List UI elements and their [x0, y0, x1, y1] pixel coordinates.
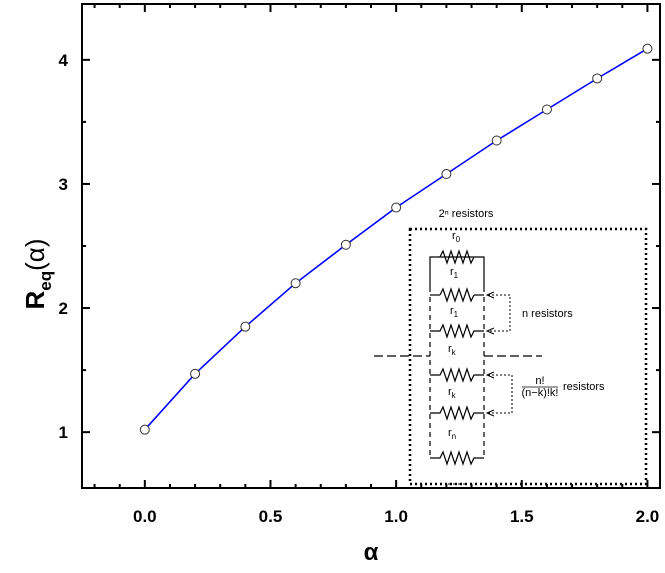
x-tick-label: 1.5 — [510, 507, 534, 526]
arrow-head — [485, 327, 495, 335]
data-point — [441, 169, 452, 180]
binom-denominator: (n−k)!k! — [522, 387, 559, 399]
y-axis-title: Req(α) — [20, 239, 55, 310]
y-tick-label: 2 — [59, 299, 68, 318]
y-tick-label: 1 — [59, 423, 68, 442]
data-point — [139, 424, 150, 435]
resistor-r1-b — [430, 323, 484, 339]
data-point — [541, 104, 552, 115]
n-resistors-bracket — [488, 294, 511, 332]
binom-resistors-label: resistors — [563, 381, 605, 393]
x-tick-label: 0.5 — [259, 507, 283, 526]
label-rk-a: rk — [448, 343, 457, 357]
series-line-group — [144, 48, 648, 431]
data-point — [290, 278, 301, 289]
resistor-rn — [430, 450, 484, 466]
svg-text:Req(α): Req(α) — [20, 239, 55, 310]
x-tick-label: 1.0 — [384, 507, 408, 526]
series-line — [144, 48, 648, 431]
data-point — [340, 239, 351, 250]
label-rn: rn — [448, 427, 456, 441]
y-tick-label: 3 — [59, 175, 68, 194]
data-point — [642, 43, 653, 54]
resistor-rk-b — [430, 405, 484, 421]
data-point — [592, 73, 603, 84]
x-tick-label: 0.0 — [133, 507, 157, 526]
data-point — [240, 321, 251, 332]
binom-resistors-bracket — [488, 374, 513, 414]
data-point — [491, 135, 502, 146]
resistor-r1-a — [439, 287, 475, 303]
inset-header: 2ⁿ resistors — [439, 208, 494, 220]
x-tick-label: 2.0 — [636, 507, 660, 526]
axis-ticks: 0.0 0.5 1.0 1.5 2.0 1 2 3 4 — [59, 4, 660, 526]
label-r0: r0 — [452, 230, 461, 244]
resistor-rk-a — [430, 367, 484, 383]
arrow-head — [485, 291, 495, 299]
binom-numerator: n! — [535, 375, 544, 387]
y-tick-label: 4 — [59, 51, 69, 70]
arrow-head — [485, 409, 495, 417]
n-resistors-label: n resistors — [522, 308, 573, 320]
resistor-r0 — [439, 249, 475, 265]
x-axis-title: α — [364, 539, 379, 566]
plot-frame — [81, 3, 661, 489]
label-r1-b: r1 — [450, 305, 459, 319]
inset-circuit-diagram: 2ⁿ resistors r0 r1 r1 rk rk rn n resisto… — [374, 208, 648, 486]
series-points-group — [139, 43, 653, 435]
label-r1-a: r1 — [450, 266, 459, 280]
data-point — [190, 368, 201, 379]
label-rk-b: rk — [448, 386, 457, 400]
data-point — [391, 202, 402, 213]
arrow-head — [485, 371, 495, 379]
